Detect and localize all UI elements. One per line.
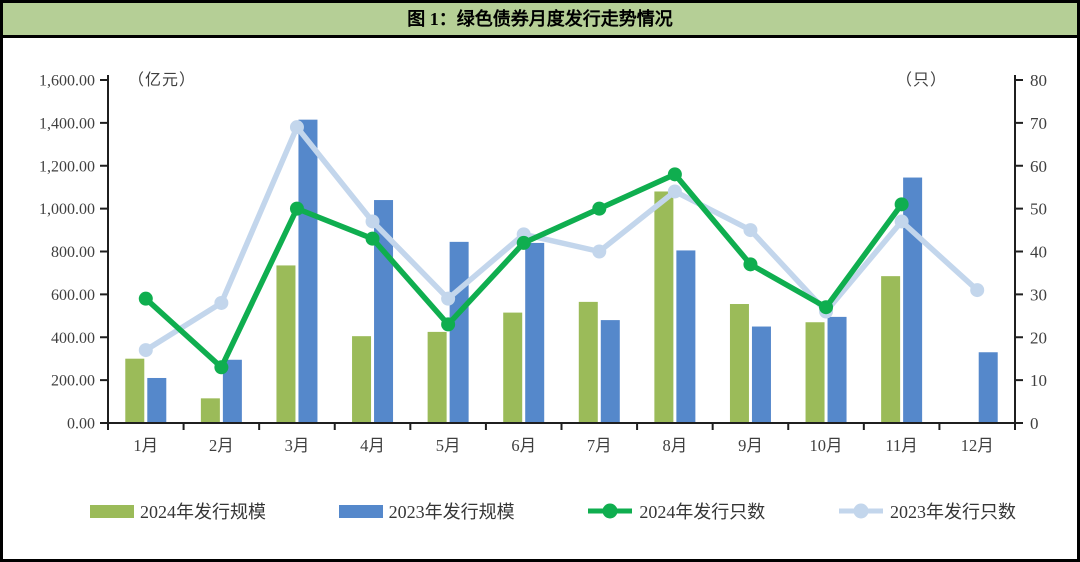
left-axis-tick-label: 800.00: [51, 244, 95, 261]
bar-2023年发行规模: [525, 242, 545, 423]
bar-2024年发行规模: [503, 312, 523, 423]
bar-swatch-icon: [90, 504, 134, 518]
bar-2024年发行规模: [578, 301, 598, 423]
marker-2024年发行只数: [516, 235, 531, 250]
marker-2023年发行只数: [667, 184, 682, 199]
right-axis-tick-label: 70: [1030, 114, 1047, 133]
marker-2023年发行只数: [289, 120, 304, 135]
right-axis-tick-label: 60: [1030, 157, 1047, 176]
marker-2023年发行只数: [970, 283, 985, 298]
x-axis-category-label: 8月: [663, 436, 688, 455]
chart-title: 图 1：绿色债券月度发行走势情况: [407, 9, 673, 29]
legend-label: 2023年发行规模: [388, 502, 515, 522]
right-axis-tick-label: 20: [1030, 328, 1047, 347]
bar-2023年发行规模: [222, 359, 242, 423]
marker-2024年发行只数: [365, 231, 380, 246]
marker-2024年发行只数: [214, 360, 229, 375]
x-axis-category-label: 6月: [511, 436, 536, 455]
right-axis-tick-label: 10: [1030, 371, 1047, 390]
marker-2024年发行只数: [894, 197, 909, 212]
left-axis-tick-label: 600.00: [51, 287, 95, 304]
bar-2024年发行规模: [881, 276, 901, 423]
left-axis-tick-label: 1,600.00: [39, 73, 95, 90]
right-axis-tick-label: 50: [1030, 200, 1047, 219]
x-axis-category-label: 2月: [209, 436, 234, 455]
bar-2023年发行规模: [751, 326, 771, 423]
marker-2024年发行只数: [138, 291, 153, 306]
x-axis-category-label: 7月: [587, 436, 612, 455]
bar-2024年发行规模: [805, 322, 825, 423]
left-axis-tick-label: 400.00: [51, 330, 95, 347]
x-axis-category-label: 12月: [961, 436, 994, 455]
x-axis-category-label: 1月: [133, 436, 158, 455]
left-axis-tick-label: 200.00: [51, 373, 95, 390]
legend-item-2023-count: 2023年发行只数: [838, 498, 1016, 524]
line-marker-swatch-icon: [588, 503, 633, 519]
left-axis-tick-label: 1,000.00: [39, 201, 95, 218]
bar-2024年发行规模: [200, 398, 220, 423]
left-axis-tick-label: 1,400.00: [39, 115, 95, 132]
marker-2023年发行只数: [214, 295, 229, 310]
x-axis-category-label: 11月: [885, 436, 917, 455]
chart-title-bar: 图 1：绿色债券月度发行走势情况: [3, 3, 1077, 38]
bar-2023年发行规模: [298, 119, 318, 424]
right-axis-unit-label: （只）: [896, 72, 948, 89]
marker-2023年发行只数: [743, 223, 758, 238]
right-axis-tick-label: 0: [1030, 414, 1039, 433]
bar-2023年发行规模: [600, 320, 620, 423]
bar-swatch-icon: [338, 504, 383, 518]
line-2023年发行只数: [143, 124, 980, 353]
bar-2023年发行规模: [676, 250, 696, 423]
bar-2023年发行规模: [449, 241, 469, 423]
right-axis-tick-label: 80: [1030, 71, 1047, 90]
legend-label: 2024年发行只数: [639, 502, 766, 522]
marker-2024年发行只数: [667, 167, 682, 182]
legend-label: 2023年发行只数: [889, 502, 1016, 522]
x-axis-category-label: 5月: [436, 436, 461, 455]
plot-area: 0.00 200.00 400.00 600.00 800.00 1,000.00 1,20…: [39, 71, 1047, 455]
x-axis-category-label: 9月: [738, 436, 763, 455]
left-axis-tick-label: 0.00: [67, 416, 95, 433]
marker-2024年发行只数: [743, 257, 758, 272]
legend-item-2024-scale: 2024年发行规模: [90, 498, 266, 524]
marker-2023年发行只数: [441, 291, 456, 306]
bar-2024年发行规模: [125, 358, 145, 423]
bar-2023年发行规模: [903, 177, 923, 423]
marker-2023年发行只数: [894, 214, 909, 229]
bar-2024年发行规模: [352, 336, 372, 423]
marker-2024年发行只数: [819, 300, 834, 315]
bar-2023年发行规模: [827, 316, 847, 423]
bar-2024年发行规模: [276, 265, 296, 423]
bar-2024年发行规模: [654, 191, 674, 423]
bar-2024年发行规模: [427, 331, 447, 423]
chart-legend: 2024年发行规模 2023年发行规模 2024年发行只数 2023年发行只数: [3, 495, 1077, 527]
x-axis-category-label: 3月: [285, 436, 310, 455]
bar-2023年发行规模: [978, 352, 998, 423]
line-marker-swatch-icon: [838, 503, 883, 519]
right-axis-tick-label: 30: [1030, 285, 1047, 304]
left-axis-tick-label: 1,200.00: [39, 158, 95, 175]
right-axis-tick-label: 40: [1030, 243, 1047, 262]
marker-2023年发行只数: [138, 343, 153, 358]
legend-item-2023-scale: 2023年发行规模: [338, 498, 515, 524]
bar-2023年发行规模: [147, 377, 167, 423]
legend-label: 2024年发行规模: [140, 502, 266, 522]
marker-2023年发行只数: [365, 214, 380, 229]
bar-2024年发行规模: [729, 304, 749, 423]
left-axis-unit-label: （亿元）: [128, 72, 197, 89]
marker-2023年发行只数: [592, 244, 607, 259]
marker-2024年发行只数: [592, 201, 607, 216]
x-axis-category-label: 4月: [360, 436, 385, 455]
marker-2024年发行只数: [441, 317, 456, 332]
x-axis-category-label: 10月: [810, 436, 843, 455]
legend-item-2024-count: 2024年发行只数: [587, 498, 765, 524]
marker-2024年发行只数: [289, 201, 304, 216]
